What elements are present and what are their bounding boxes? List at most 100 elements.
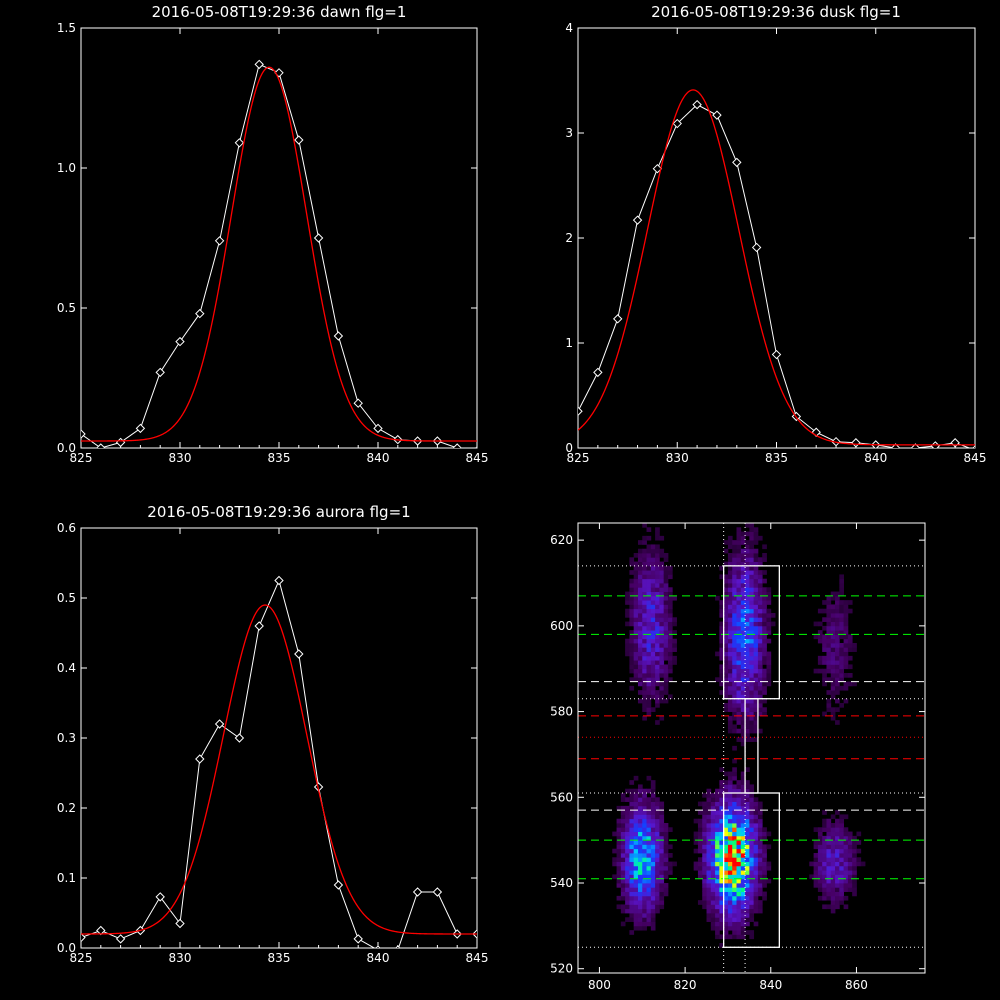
heatmap-cell <box>625 591 630 597</box>
aurora-data-point <box>274 575 284 586</box>
heatmap-cell <box>710 917 716 922</box>
heatmap-cell <box>663 827 669 832</box>
heatmap-cell <box>817 835 823 841</box>
heatmap-cell <box>835 591 840 597</box>
heatmap-cell <box>830 694 836 700</box>
heatmap-cell <box>749 737 755 742</box>
heatmap-cell <box>655 853 660 858</box>
heatmap-cell <box>650 805 656 811</box>
dusk-fit-curve <box>578 89 975 446</box>
heatmap-cell <box>637 814 643 820</box>
heatmap-cell <box>762 570 767 575</box>
heatmap-cell <box>740 698 746 704</box>
heatmap-cell <box>659 681 665 687</box>
dawn-xtick-label: 840 <box>367 451 390 465</box>
heatmap-cell <box>727 561 733 567</box>
heatmap-cell <box>762 634 767 640</box>
heatmap-cell <box>625 891 630 897</box>
heatmap-cell <box>702 831 707 837</box>
heatmap-cell <box>719 574 725 580</box>
heatmap-cell <box>843 673 849 678</box>
heatmap-cell <box>736 913 742 918</box>
heatmap-cell <box>663 600 669 605</box>
heatmap-cell <box>655 600 660 605</box>
heatmap-cell <box>642 823 647 828</box>
heatmap-cell <box>697 870 703 875</box>
heatmap-cell <box>736 793 742 798</box>
heatmap-cell <box>736 570 742 575</box>
dawn-panel: 2016-05-08T19:29:36 dawn flg=1 825 830 835… <box>57 3 489 465</box>
heatmap-cell <box>659 595 665 601</box>
heatmap-cell <box>650 694 656 700</box>
heatmap-cell <box>612 857 617 862</box>
heatmap-cell <box>835 887 840 892</box>
heatmap-cell <box>655 874 660 880</box>
heatmap-cell <box>659 651 665 657</box>
heatmap-cell <box>732 771 737 777</box>
heatmap-cell <box>826 883 832 888</box>
heatmap-cell <box>817 874 823 880</box>
heatmap-cell <box>650 655 656 661</box>
heatmap-cell <box>745 621 750 627</box>
heatmap-cell <box>753 891 759 897</box>
heatmap-cell <box>655 527 660 532</box>
heatmap-cell <box>723 793 729 798</box>
heatmap-cell <box>745 570 750 575</box>
heatmap-cell <box>719 805 725 811</box>
heatmap-cell <box>715 925 720 931</box>
heatmap-cell <box>663 883 669 888</box>
heatmap-cell <box>642 797 647 802</box>
heatmap-cell <box>753 724 759 730</box>
heatmap-cell <box>835 900 840 905</box>
heatmap-cell <box>727 913 733 918</box>
heatmap-cell <box>740 814 746 820</box>
heatmap-cell <box>835 634 840 640</box>
heatmap-cell <box>642 887 647 892</box>
heatmap-cell <box>715 835 720 841</box>
heatmap-cell <box>655 677 660 682</box>
heatmap-cell <box>642 660 647 665</box>
heatmap-cell <box>719 925 725 931</box>
dawn-xtick-label: 835 <box>268 451 291 465</box>
heatmap-cell <box>663 870 669 875</box>
heatmap-cell <box>826 600 832 605</box>
heatmap-cell <box>637 647 643 652</box>
heatmap-cell <box>642 630 647 635</box>
heatmap-cell <box>727 608 733 614</box>
heatmap-cell <box>727 544 733 550</box>
heatmap-cell <box>762 865 767 871</box>
heatmap-cell <box>736 908 742 914</box>
heatmap-cell <box>659 805 665 811</box>
heatmap-cell <box>835 685 840 691</box>
heatmap-cell <box>762 643 767 648</box>
heatmap-cell <box>757 660 763 665</box>
heatmap-cell <box>715 878 720 884</box>
heatmap-cell <box>839 634 844 640</box>
heatmap-cell <box>646 917 652 922</box>
heatmap-cell <box>826 677 832 682</box>
heatmap-cell <box>740 540 746 545</box>
heatmap-cell <box>745 818 750 824</box>
heatmap-cell <box>749 724 755 730</box>
heatmap-cell <box>736 814 742 820</box>
heatmap-cell <box>633 917 639 922</box>
heatmap-cell <box>663 823 669 828</box>
heatmap-cell <box>659 818 665 824</box>
heatmap-cell <box>835 698 840 704</box>
heatmap-cell <box>655 595 660 601</box>
heatmap-cell <box>659 643 665 648</box>
heatmap-cell <box>693 865 699 871</box>
heatmap-cell <box>702 827 707 832</box>
image-xtick-label: 820 <box>674 978 697 992</box>
heatmap-cell <box>822 638 827 644</box>
heatmap-cell <box>826 840 832 845</box>
heatmap-cell <box>749 711 755 717</box>
heatmap-cell <box>749 797 755 802</box>
heatmap-cell <box>745 848 750 854</box>
heatmap-cell <box>646 685 652 691</box>
heatmap-cell <box>646 625 652 631</box>
heatmap-cell <box>757 865 763 871</box>
heatmap-cell <box>637 895 643 901</box>
heatmap-cell <box>655 904 660 910</box>
aurora-panel: 2016-05-08T19:29:36 aurora flg=1 825 830 8… <box>57 503 489 965</box>
